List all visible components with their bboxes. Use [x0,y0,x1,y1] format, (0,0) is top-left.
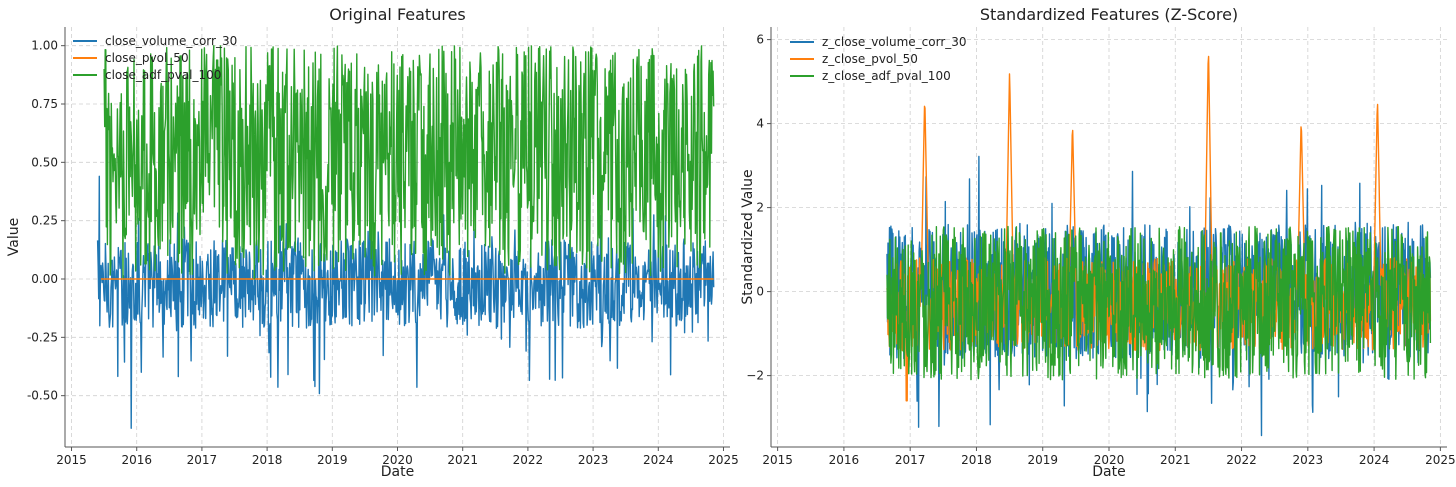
x-tick-label: 2020 [382,453,413,467]
x-tick-label: 2022 [513,453,544,467]
x-tick-label: 2019 [1027,453,1058,467]
x-tick-label: 2018 [961,453,992,467]
x-tick-label: 2017 [187,453,218,467]
y-tick-label: 2 [756,201,764,215]
chart-original-features: 2015 2016 2017 2018 2019 2020 2021 2022 2023 2024… [6,5,739,480]
x-tick-label: 2025 [708,453,739,467]
legend-label: z_close_volume_corr_30 [822,35,967,49]
chart-title-original: Original Features [329,5,466,24]
series-line-close-volume-corr-30 [96,175,715,429]
x-tick-label: 2018 [252,453,283,467]
series-line-close-adf-pval-100 [103,45,715,280]
x-tick-label: 2025 [1425,453,1456,467]
x-axis-label-original: Date [381,464,414,480]
x-tick-label: 2024 [1359,453,1390,467]
legend-label: z_close_adf_pval_100 [822,69,951,83]
x-tick-label: 2016 [121,453,152,467]
y-tick-label: −2 [746,369,764,383]
y-tick-label: 1.00 [31,39,58,53]
y-tick-label: 6 [756,33,764,47]
legend-label: z_close_pvol_50 [822,52,918,66]
x-tick-label: 2015 [56,453,87,467]
legend-label: close_pvol_50 [105,51,189,65]
x-tick-label: 2016 [829,453,860,467]
x-tick-label: 2017 [895,453,926,467]
y-tick-label: -0.50 [27,389,58,403]
axes-original: 2015 2016 2017 2018 2019 2020 2021 2022 2023 2024… [27,27,739,467]
legend-standardized: z_close_volume_corr_30 z_close_pvol_50 z_c… [790,35,967,83]
y-axis-label-original: Value [6,218,22,256]
series-layer-original [96,45,715,429]
axes-standardized: 2015 2016 2017 2018 2019 2020 2021 2022 2023 2024… [746,27,1456,467]
y-tick-label: 0.75 [31,97,58,111]
x-tick-label: 2020 [1094,453,1125,467]
series-line-z-close-adf-pval-100 [886,225,1432,381]
x-tick-label: 2021 [447,453,478,467]
y-tick-label: 0.00 [31,272,58,286]
y-tick-label: 4 [756,117,764,131]
y-tick-label: 0.50 [31,155,58,169]
x-tick-label: 2022 [1226,453,1257,467]
x-tick-label: 2015 [762,453,793,467]
x-axis-label-standardized: Date [1092,464,1125,480]
x-tick-label: 2024 [643,453,674,467]
legend-label: close_volume_corr_30 [105,34,237,48]
x-tick-label: 2021 [1160,453,1191,467]
y-tick-label: 0 [756,285,764,299]
x-tick-label: 2019 [317,453,348,467]
chart-title-standardized: Standardized Features (Z-Score) [980,5,1238,24]
chart-standardized-features: 2015 2016 2017 2018 2019 2020 2021 2022 2023 2024… [740,5,1456,480]
legend-original: close_volume_corr_30 close_pvol_50 close_a… [73,34,237,82]
x-tick-label: 2023 [578,453,609,467]
y-axis-label-standardized: Standardized Value [740,169,756,304]
y-tick-label: 0.25 [31,214,58,228]
legend-label: close_adf_pval_100 [105,68,221,82]
series-layer-standardized [886,55,1432,437]
x-tick-label: 2023 [1293,453,1324,467]
y-tick-label: -0.25 [27,330,58,344]
